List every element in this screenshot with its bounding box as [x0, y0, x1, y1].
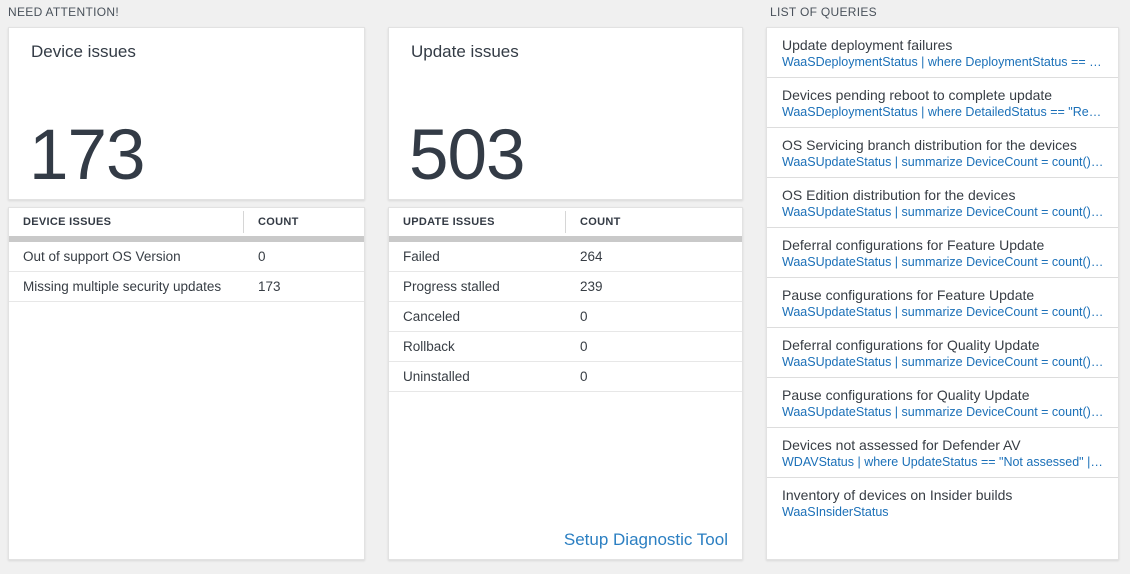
- query-text-link[interactable]: WaaSDeploymentStatus | where DetailedSta…: [782, 105, 1104, 119]
- query-title: Deferral configurations for Feature Upda…: [782, 237, 1045, 253]
- query-list-item[interactable]: Inventory of devices on Insider builds W…: [767, 477, 1118, 527]
- issue-label: Progress stalled: [403, 279, 500, 294]
- query-list-item[interactable]: Pause configurations for Feature Update …: [767, 277, 1118, 327]
- query-text-link[interactable]: WaaSUpdateStatus | summarize DeviceCount…: [782, 255, 1104, 269]
- update-issues-table-header: UPDATE ISSUES COUNT: [389, 208, 742, 236]
- query-list-item[interactable]: OS Edition distribution for the devices …: [767, 177, 1118, 227]
- table-row[interactable]: Progress stalled 239: [389, 272, 742, 302]
- list-of-queries-panel: Update deployment failures WaaSDeploymen…: [766, 27, 1119, 560]
- issue-count: 0: [580, 339, 588, 354]
- table-row[interactable]: Uninstalled 0: [389, 362, 742, 392]
- query-title: OS Edition distribution for the devices: [782, 187, 1016, 203]
- issue-count: 0: [580, 309, 588, 324]
- count-column-header: COUNT: [258, 216, 299, 228]
- update-issues-tile-title: Update issues: [411, 42, 519, 61]
- table-row[interactable]: Canceled 0: [389, 302, 742, 332]
- query-text-link[interactable]: WaaSUpdateStatus | summarize DeviceCount…: [782, 205, 1104, 219]
- table-row[interactable]: Out of support OS Version 0: [9, 242, 364, 272]
- query-text-link[interactable]: WaaSUpdateStatus | summarize DeviceCount…: [782, 355, 1104, 369]
- query-list-item[interactable]: Devices pending reboot to complete updat…: [767, 77, 1118, 127]
- query-list-item[interactable]: Pause configurations for Quality Update …: [767, 377, 1118, 427]
- query-title: Inventory of devices on Insider builds: [782, 487, 1013, 503]
- table-row[interactable]: Rollback 0: [389, 332, 742, 362]
- query-list-item[interactable]: OS Servicing branch distribution for the…: [767, 127, 1118, 177]
- setup-diagnostic-tool-link[interactable]: Setup Diagnostic Tool: [563, 530, 728, 549]
- table-row[interactable]: Failed 264: [389, 242, 742, 272]
- issue-count: 0: [580, 369, 588, 384]
- query-list-item[interactable]: Deferral configurations for Feature Upda…: [767, 227, 1118, 277]
- list-of-queries-section-label: LIST OF QUERIES: [770, 5, 877, 19]
- query-title: Update deployment failures: [782, 37, 953, 53]
- query-title: Deferral configurations for Quality Upda…: [782, 337, 1040, 353]
- query-list-item[interactable]: Deferral configurations for Quality Upda…: [767, 327, 1118, 377]
- query-title: Devices pending reboot to complete updat…: [782, 87, 1053, 103]
- update-issues-total: 503: [409, 116, 525, 195]
- device-issues-column-header: DEVICE ISSUES: [9, 211, 244, 233]
- need-attention-section-label: NEED ATTENTION!: [8, 5, 119, 19]
- device-issues-table: DEVICE ISSUES COUNT Out of support OS Ve…: [8, 207, 365, 560]
- update-issues-tile[interactable]: Update issues 503: [388, 27, 743, 200]
- query-text-link[interactable]: WaaSInsiderStatus: [782, 505, 889, 519]
- device-issues-table-header: DEVICE ISSUES COUNT: [9, 208, 364, 236]
- query-title: OS Servicing branch distribution for the…: [782, 137, 1077, 153]
- table-header-bar: [389, 236, 742, 242]
- table-row[interactable]: Missing multiple security updates 173: [9, 272, 364, 302]
- table-header-bar: [9, 236, 364, 242]
- issue-label: Failed: [403, 249, 440, 264]
- query-text-link[interactable]: WaaSUpdateStatus | summarize DeviceCount…: [782, 405, 1104, 419]
- issue-count: 264: [580, 249, 603, 264]
- device-issues-tile[interactable]: Device issues 173: [8, 27, 365, 200]
- device-issues-total: 173: [29, 116, 145, 195]
- query-list-item[interactable]: Devices not assessed for Defender AV WDA…: [767, 427, 1118, 477]
- issue-count: 0: [258, 249, 266, 264]
- device-issues-tile-title: Device issues: [31, 42, 136, 61]
- count-column-header: COUNT: [580, 216, 621, 228]
- issue-count: 239: [580, 279, 603, 294]
- query-title: Devices not assessed for Defender AV: [782, 437, 1021, 453]
- query-text-link[interactable]: WaaSDeploymentStatus | where DeploymentS…: [782, 55, 1104, 69]
- update-issues-column-header: UPDATE ISSUES: [389, 211, 566, 233]
- query-title: Pause configurations for Quality Update: [782, 387, 1030, 403]
- query-title: Pause configurations for Feature Update: [782, 287, 1035, 303]
- issue-label: Out of support OS Version: [23, 249, 181, 264]
- issue-label: Rollback: [403, 339, 455, 354]
- query-text-link[interactable]: WaaSUpdateStatus | summarize DeviceCount…: [782, 305, 1104, 319]
- query-text-link[interactable]: WaaSUpdateStatus | summarize DeviceCount…: [782, 155, 1104, 169]
- issue-label: Missing multiple security updates: [23, 279, 222, 294]
- query-text-link[interactable]: WDAVStatus | where UpdateStatus == "Not …: [782, 455, 1104, 469]
- update-issues-table: UPDATE ISSUES COUNT Failed 264 Progress …: [388, 207, 743, 560]
- issue-count: 173: [258, 279, 281, 294]
- query-list-item[interactable]: Update deployment failures WaaSDeploymen…: [767, 28, 1118, 77]
- issue-label: Uninstalled: [403, 369, 470, 384]
- issue-label: Canceled: [403, 309, 461, 324]
